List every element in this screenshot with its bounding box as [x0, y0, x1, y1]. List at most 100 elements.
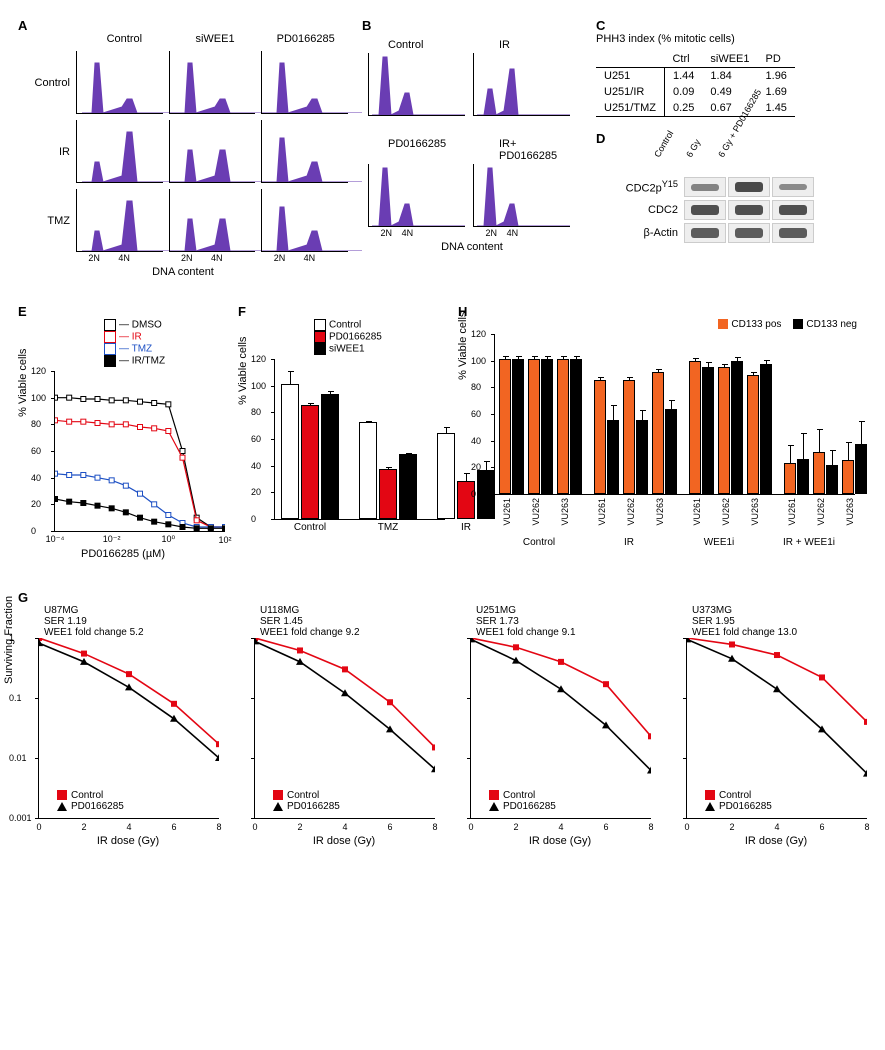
- h-group-label: IR + WEE1i: [764, 537, 854, 548]
- panelE-xlabel: PD0166285 (µM): [18, 548, 228, 560]
- table-cell: 0.09: [664, 84, 702, 100]
- legend-item: — DMSO: [104, 319, 228, 331]
- bar: [747, 375, 759, 494]
- legend-item: — IR: [104, 331, 228, 343]
- table-header: Ctrl: [664, 51, 702, 68]
- blot-row: CDC2: [618, 200, 816, 220]
- h-group-label: Control: [494, 537, 584, 548]
- panelA-row: TMZ: [34, 215, 70, 227]
- panel-E: E — DMSO— IR— TMZ— IR/TMZ % Viable cells…: [18, 304, 228, 560]
- bar: [359, 422, 377, 519]
- panelH-ylabel: % Viable cells: [457, 312, 469, 380]
- table-cell: 1.96: [758, 68, 795, 85]
- bar: [570, 359, 582, 494]
- table-row-label: U251/IR: [596, 84, 664, 100]
- row-1: A Control siWEE1 PD0166285 Control IR TMZ 2N4N…: [18, 18, 867, 278]
- histogram: [368, 53, 465, 116]
- bar: [760, 364, 772, 494]
- histogram: 2N4N: [261, 189, 348, 252]
- bar: [541, 359, 553, 494]
- panelB-label: PD0166285: [368, 138, 471, 162]
- bar: [281, 384, 299, 519]
- panel-C-label: C: [596, 18, 605, 33]
- bar: [636, 420, 648, 494]
- bar: [813, 452, 825, 494]
- histogram: [473, 53, 570, 116]
- bar: [399, 454, 417, 519]
- survival-chart: U87MGSER 1.19WEE1 fold change 5.210.10.0…: [18, 605, 218, 847]
- bar: [652, 372, 664, 494]
- table-cell: 1.45: [758, 100, 795, 117]
- bar: [702, 367, 714, 494]
- bar: [731, 361, 743, 494]
- panel-D: D Control6 Gy6 Gy + PD0166285 CDC2pY15CD…: [596, 131, 856, 246]
- legend-item: CD133 pos: [718, 319, 781, 330]
- bar: [718, 367, 730, 494]
- legend-item: Control: [314, 319, 448, 331]
- h-group-label: WEE1i: [674, 537, 764, 548]
- bar: [826, 465, 838, 494]
- panelB-xlabel: DNA content: [362, 241, 582, 253]
- bar: [855, 444, 867, 494]
- legend-item: — TMZ: [104, 343, 228, 355]
- histogram: [169, 120, 256, 183]
- blot-row: β-Actin: [618, 223, 816, 243]
- survival-chart: U373MGSER 1.95WEE1 fold change 13.002468…: [666, 605, 866, 847]
- panelB-label: IR+ PD0166285: [479, 138, 582, 162]
- h-group-label: IR: [584, 537, 674, 548]
- panelA-row: IR: [34, 146, 70, 158]
- panel-A-label: A: [18, 18, 27, 33]
- legend-item: CD133 neg: [793, 319, 857, 330]
- bar: [528, 359, 540, 494]
- panel-F: F ControlPD0166285siWEE1 % Viable cells …: [238, 304, 448, 520]
- panel-G-label: G: [18, 590, 28, 605]
- histogram: 2N4N: [76, 189, 163, 252]
- panelA-col: siWEE1: [173, 33, 258, 45]
- panelA-col: PD0166285: [263, 33, 348, 45]
- bar: [557, 359, 569, 494]
- row-2: E — DMSO— IR— TMZ— IR/TMZ % Viable cells…: [18, 304, 867, 560]
- table-header: PD: [758, 51, 795, 68]
- phh3-table: CtrlsiWEE1PDU2511.441.841.96U251/IR0.090…: [596, 51, 795, 117]
- panel-G: G U87MGSER 1.19WEE1 fold change 5.210.10…: [18, 590, 867, 847]
- histogram: [261, 120, 348, 183]
- panel-E-label: E: [18, 304, 27, 319]
- panelB-label: IR: [479, 39, 582, 51]
- panelA-col: Control: [82, 33, 167, 45]
- panelE-ylabel: % Viable cells: [17, 349, 29, 417]
- legend-item: PD0166285: [314, 331, 448, 343]
- bar: [842, 460, 854, 494]
- bar: [689, 361, 701, 494]
- panelA-xlabel: DNA content: [18, 266, 348, 278]
- blot-row: CDC2pY15: [618, 177, 816, 197]
- panel-H: H CD133 posCD133 neg % Viable cells VU26…: [458, 304, 867, 548]
- bar: [437, 433, 455, 519]
- survival-chart: U251MGSER 1.73WEE1 fold change 9.102468C…: [450, 605, 650, 847]
- panel-F-label: F: [238, 304, 246, 319]
- table-cell: 1.84: [702, 68, 757, 85]
- bar: [379, 469, 397, 519]
- histogram: 2N4N: [169, 189, 256, 252]
- bar: [797, 459, 809, 494]
- panelF-ylabel: % Viable cells: [237, 337, 249, 405]
- panel-D-label: D: [596, 131, 605, 146]
- survival-chart: U118MGSER 1.45WEE1 fold change 9.202468C…: [234, 605, 434, 847]
- bar: [594, 380, 606, 494]
- legend-item: siWEE1: [314, 343, 448, 355]
- table-row-label: U251: [596, 68, 664, 85]
- panel-B-label: B: [362, 18, 371, 33]
- panel-B: B ControlIRPD0166285IR+ PD01662852N4N2N4…: [362, 18, 582, 278]
- bar: [321, 394, 339, 519]
- histogram: [169, 51, 256, 114]
- table-header: siWEE1: [702, 51, 757, 68]
- bar: [623, 380, 635, 494]
- panel-CD: C PHH3 index (% mitotic cells) CtrlsiWEE…: [596, 18, 856, 278]
- panelA-row: Control: [34, 77, 70, 89]
- panel-A: A Control siWEE1 PD0166285 Control IR TMZ 2N4N…: [18, 18, 348, 278]
- panelB-label: Control: [368, 39, 471, 51]
- bar: [784, 463, 796, 494]
- legend-item: — IR/TMZ: [104, 355, 228, 367]
- histogram: [76, 120, 163, 183]
- panelC-title: PHH3 index (% mitotic cells): [596, 33, 856, 45]
- bar: [607, 420, 619, 494]
